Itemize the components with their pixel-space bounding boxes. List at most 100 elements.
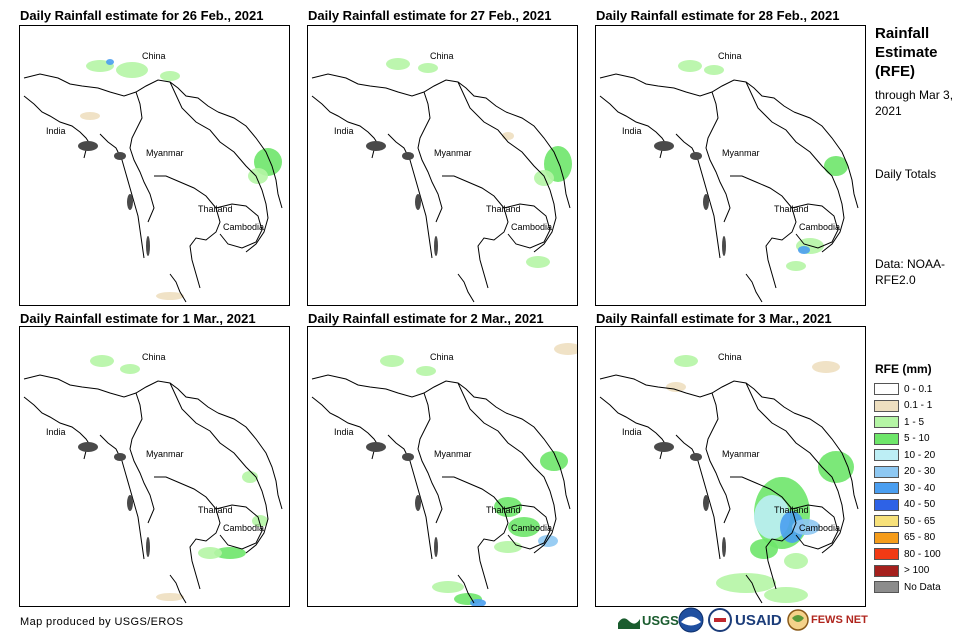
country-border [217,412,283,510]
rainfall-patch [678,60,702,72]
country-border [505,412,571,510]
country-label-thailand: Thailand [774,204,809,214]
usaid-logo: USAID [708,606,782,634]
country-border [745,574,763,604]
country-label-china: China [718,352,742,362]
rainfall-patch [432,581,464,593]
legend-item: 0 - 0.1 [874,382,932,396]
panel-title: Daily Rainfall estimate for 3 Mar., 2021 [596,311,832,326]
rainfall-patch [494,541,522,553]
country-border [793,111,859,209]
country-border [311,73,507,113]
rainfall-patch [812,361,840,373]
country-label-india: India [46,126,66,136]
coastline-mark [434,537,438,557]
legend-swatch [874,399,899,412]
legend-swatch [874,498,899,511]
country-border [675,434,721,560]
fewsnet-globe-icon [787,609,809,631]
legend-label: 50 - 65 [904,515,936,527]
rainfall-map-panel: China India Myanmar Thailand Cambodia [307,326,578,607]
country-border [169,273,187,303]
legend-item: 0.1 - 1 [874,399,932,413]
rainfall-map-panel: China India Myanmar Thailand Cambodia [307,25,578,306]
usgs-logo: USGS [618,606,679,634]
coastline-mark [127,194,133,210]
legend-swatch [874,416,899,428]
legend-label: 5 - 10 [904,433,930,444]
panel-title: Daily Rainfall estimate for 27 Feb., 202… [308,8,552,23]
legend-item: 10 - 20 [874,448,935,462]
country-label-china: China [430,352,454,362]
country-border [730,175,797,289]
legend-swatch [874,515,899,527]
country-label-india: India [622,126,642,136]
panel-title: Daily Rainfall estimate for 28 Feb., 202… [596,8,840,23]
legend-label: 65 - 80 [904,532,936,543]
legend-item: 65 - 80 [874,531,935,545]
legend-swatch [874,482,899,494]
country-border [154,175,221,289]
legend-label: 40 - 50 [904,499,936,510]
country-label-thailand: Thailand [774,505,809,515]
coastline-mark [690,152,702,160]
rainfall-patch [380,355,404,367]
rainfall-patch [750,539,778,559]
coastline-mark [114,453,126,461]
map-canvas [23,355,283,604]
country-border [503,504,551,550]
rainfall-patch [416,366,436,376]
rainfall-map-panel: China India Myanmar Thailand Cambodia [19,326,290,607]
coastline-mark [146,236,150,256]
country-border [442,175,509,289]
legend-item: 50 - 65 [874,514,935,528]
map-canvas [311,58,572,303]
rainfall-patch [80,112,100,120]
legend-item: 20 - 30 [874,465,935,479]
coastline-mark [654,442,674,452]
legend-swatch [874,564,899,577]
map-canvas [599,355,859,604]
country-border [99,434,145,560]
country-label-thailand: Thailand [486,505,521,515]
country-border [169,574,187,604]
panel-title: Daily Rainfall estimate for 2 Mar., 2021 [308,311,544,326]
country-label-india: India [334,427,354,437]
legend-item: No Data [874,580,941,594]
country-border [793,412,859,510]
country-label-thailand: Thailand [198,204,233,214]
rainfall-patch [508,517,540,537]
rainfall-patch [198,547,222,559]
usaid-seal-icon [708,608,732,632]
country-border [675,133,721,259]
country-border [745,382,845,554]
country-border [417,91,443,223]
country-label-cambodia: Cambodia [511,523,553,533]
country-border [311,374,507,414]
country-label-china: China [142,352,166,362]
legend-item: > 100 [874,564,929,578]
daily-totals-label: Daily Totals [875,167,937,181]
rainfall-patch [674,355,698,367]
country-label-myanmar: Myanmar [434,449,472,459]
rainfall-patch [784,553,808,569]
country-border [705,91,731,223]
rainfall-patch [214,547,246,559]
through-date: through Mar 3, 2021 [875,88,954,118]
country-border [23,73,219,113]
rainfall-patch [792,519,820,535]
rainfall-patch [526,256,550,268]
legend-item: 30 - 40 [874,481,935,495]
legend-title: RFE (mm) [875,362,932,376]
legend-label: 80 - 100 [904,548,941,560]
country-label-cambodia: Cambodia [223,523,265,533]
country-label-india: India [46,427,66,437]
country-label-myanmar: Myanmar [146,148,184,158]
country-border [154,476,221,590]
country-label-cambodia: Cambodia [799,222,841,232]
data-source: Data: NOAA-RFE2.0 [875,257,946,287]
country-border [387,133,433,259]
rainfall-patch [554,343,577,355]
fewsnet-logo: FEWS NET [787,606,868,634]
rainfall-patch [156,593,184,601]
